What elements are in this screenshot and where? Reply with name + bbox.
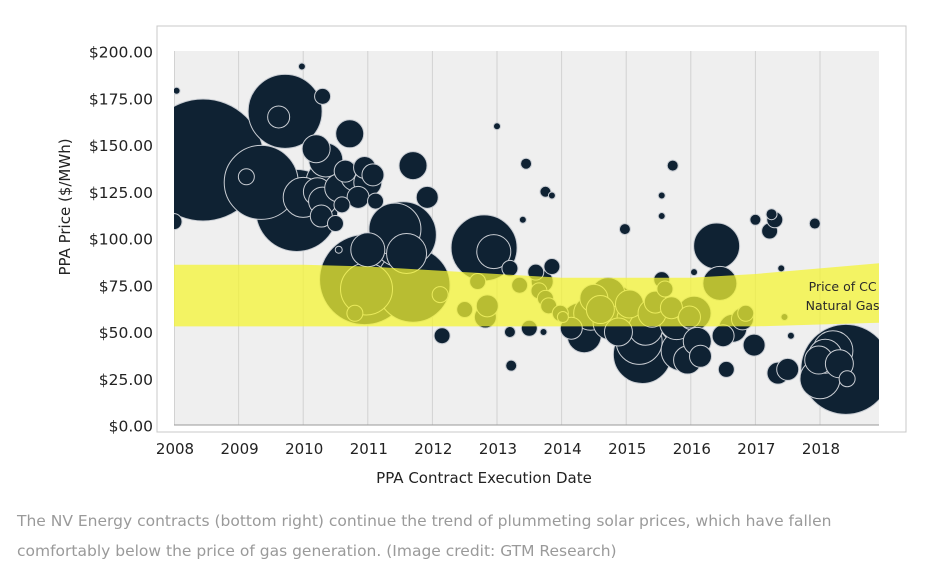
bubble xyxy=(520,157,533,170)
y-tick-label: $125.00 xyxy=(89,184,153,202)
y-axis-label: PPA Price ($/MWh) xyxy=(56,138,74,275)
bubble xyxy=(314,87,332,105)
x-tick-label: 2018 xyxy=(802,440,840,458)
image-caption: The NV Energy contracts (bottom right) c… xyxy=(17,506,922,566)
y-tick-label: $75.00 xyxy=(99,277,153,295)
bubble xyxy=(237,168,255,186)
x-tick-label: 2011 xyxy=(350,440,388,458)
annotation-line-1: Price of CC xyxy=(809,279,877,294)
x-tick-label: 2008 xyxy=(156,440,194,458)
bubble xyxy=(476,234,512,270)
bubble xyxy=(493,122,501,131)
bubble xyxy=(505,359,518,372)
annotation-line-2: Natural Gas xyxy=(806,298,880,313)
bubble xyxy=(301,134,331,164)
bubble xyxy=(742,333,766,357)
bubble xyxy=(808,217,821,230)
bubble xyxy=(777,264,786,273)
bubble xyxy=(333,196,351,214)
bubble xyxy=(335,119,365,149)
bubble xyxy=(361,163,385,187)
y-tick-label: $50.00 xyxy=(99,324,153,342)
bubble xyxy=(666,159,679,172)
y-tick-label: $0.00 xyxy=(109,418,153,436)
bubble xyxy=(398,151,428,181)
x-tick-label: 2012 xyxy=(414,440,452,458)
caption-line-1: The NV Energy contracts (bottom right) c… xyxy=(17,512,832,530)
y-tick-label: $200.00 xyxy=(89,44,153,62)
bubble xyxy=(543,258,561,276)
bubble xyxy=(711,324,735,348)
bubble xyxy=(433,327,451,345)
bubble xyxy=(267,105,291,129)
gas-price-annotation: Price of CC Natural Gas xyxy=(806,279,880,313)
bubble xyxy=(688,344,712,368)
bubble xyxy=(415,185,439,209)
bubble xyxy=(174,213,183,231)
bubble xyxy=(350,232,386,268)
caption-line-2: comfortably below the price of gas gener… xyxy=(17,542,617,560)
bubble xyxy=(657,191,666,200)
bubble-chart: $0.00 $25.00 $50.00 $75.00 $100.00 $125.00 $15… xyxy=(56,25,907,487)
y-tick-label: $175.00 xyxy=(89,90,153,108)
y-tick-label: $100.00 xyxy=(89,231,153,249)
x-tick-label: 2017 xyxy=(737,440,775,458)
bubble xyxy=(717,360,735,378)
bubble xyxy=(690,268,699,277)
bubble xyxy=(333,159,357,183)
bubble xyxy=(618,223,631,236)
bubble xyxy=(765,208,778,221)
x-tick-label: 2009 xyxy=(221,440,259,458)
x-tick-label: 2015 xyxy=(608,440,646,458)
bubble xyxy=(547,191,556,200)
x-tick-label: 2010 xyxy=(285,440,323,458)
bubble xyxy=(838,370,856,388)
x-tick-label: 2013 xyxy=(479,440,517,458)
bubble xyxy=(657,212,666,221)
bubble xyxy=(693,222,741,270)
gas-price-band xyxy=(174,263,879,327)
x-tick-label: 2014 xyxy=(544,440,582,458)
bubble xyxy=(174,86,181,95)
bubble xyxy=(297,62,306,71)
x-axis-label: PPA Contract Execution Date xyxy=(376,469,592,487)
bubble xyxy=(367,192,385,210)
y-tick-label: $25.00 xyxy=(99,371,153,389)
bubble xyxy=(334,245,343,254)
x-tick-label: 2016 xyxy=(673,440,711,458)
bubble xyxy=(386,232,428,274)
bubble xyxy=(776,357,800,381)
bubble xyxy=(501,259,519,277)
bubble xyxy=(327,215,344,233)
bubble xyxy=(518,215,527,224)
bubble xyxy=(749,213,762,226)
bubble xyxy=(503,326,516,338)
bubble xyxy=(539,328,548,336)
y-tick-label: $150.00 xyxy=(89,137,153,155)
bubble xyxy=(786,331,795,340)
